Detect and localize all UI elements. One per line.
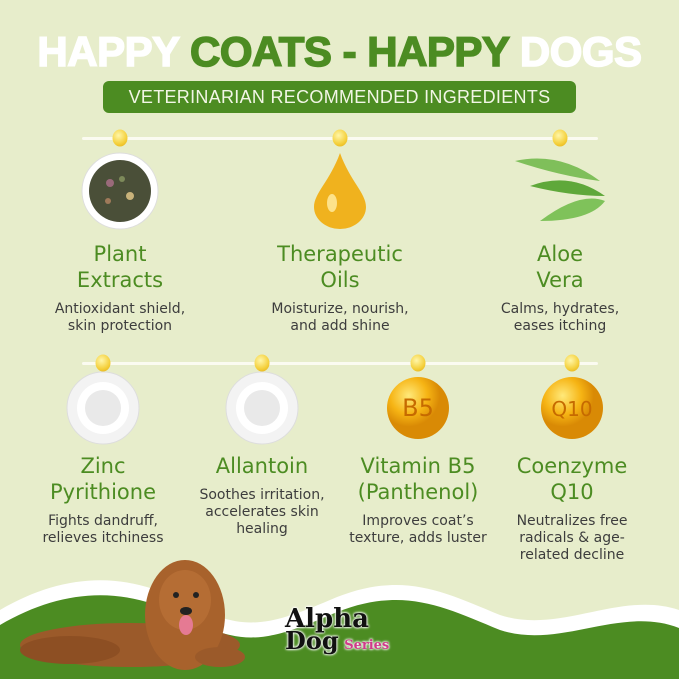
ingredient-item: Therapeutic Oils Moisturize, nourish, and …: [255, 241, 425, 335]
vitamin-orb-icon: B5: [386, 376, 450, 444]
ingredient-item: Allantoin Soothes irritation, accelerates…: [177, 453, 347, 538]
ingredient-item: Vitamin B5 (Panthenol) Improves coat’s tex…: [333, 453, 503, 547]
ingredient-name: Allantoin: [215, 454, 309, 478]
aloe-leaves-icon: [510, 151, 610, 235]
ingredient-item: Aloe Vera Calms, hydrates, eases itching: [475, 241, 645, 335]
ingredient-description: Antioxidant shield, skin protection: [54, 301, 186, 334]
ingredient-description: Soothes irritation, accelerates skin heali…: [199, 487, 325, 537]
timeline-dot: [112, 129, 128, 147]
herb-bowl-icon: [80, 151, 160, 235]
subtitle-badge: VETERINARIAN RECOMMENDED INGREDIENTS: [103, 81, 576, 113]
powder-bowl-icon: [65, 370, 141, 450]
ingredient-description: Improves coat’s texture, adds luster: [349, 513, 487, 546]
ingredient-item: Plant Extracts Antioxidant shield, skin pr…: [35, 241, 205, 335]
divider-line: [82, 362, 598, 365]
oil-drop-icon: [310, 151, 370, 235]
ingredient-name: Coenzyme Q10: [516, 454, 628, 504]
ingredient-item: Zinc Pyrithione Fights dandruff, relieves …: [18, 453, 188, 547]
page-title: HAPPY COATS - HAPPY DOGS: [0, 27, 679, 76]
logo-text: Series: [344, 638, 390, 653]
timeline-dot: [332, 129, 348, 147]
ingredient-description: Fights dandruff, relieves itchiness: [42, 513, 164, 546]
powder-bowl-icon: [224, 370, 300, 450]
timeline-dot: [552, 129, 568, 147]
ingredient-description: Neutralizes free radicals & age-related d…: [516, 513, 628, 563]
ingredient-name: Aloe Vera: [536, 242, 584, 292]
svg-text:B5: B5: [402, 394, 434, 422]
logo-text: Alpha: [285, 604, 369, 634]
brand-logo: Alpha Dog Series: [285, 604, 390, 657]
ingredient-item: Coenzyme Q10 Neutralizes free radicals & a…: [487, 453, 657, 564]
title-part: COATS - HAPPY: [189, 27, 520, 76]
title-part: DOGS: [519, 27, 643, 76]
logo-text: Dog: [285, 626, 339, 655]
ingredient-name: Vitamin B5 (Panthenol): [357, 454, 479, 504]
dog-image: [20, 560, 245, 670]
timeline-dot: [95, 354, 111, 372]
svg-text:Q10: Q10: [551, 397, 592, 421]
title-part: HAPPY: [37, 27, 191, 76]
ingredient-description: Calms, hydrates, eases itching: [500, 301, 620, 334]
ingredient-description: Moisturize, nourish, and add shine: [271, 301, 409, 334]
timeline-dot: [254, 354, 270, 372]
ingredient-name: Plant Extracts: [76, 242, 164, 292]
vitamin-orb-icon: Q10: [540, 376, 604, 444]
ingredient-name: Therapeutic Oils: [277, 242, 403, 292]
timeline-dot: [564, 354, 580, 372]
timeline-dot: [410, 354, 426, 372]
ingredient-name: Zinc Pyrithione: [49, 454, 156, 504]
